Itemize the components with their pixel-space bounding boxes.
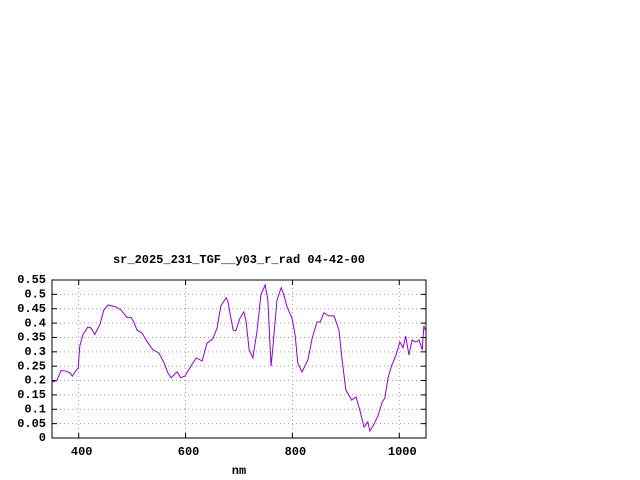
y-tick-label: 0.2 [24,374,46,388]
data-line [51,283,427,433]
y-tick-label: 0.05 [17,417,46,431]
y-tick-label: 0.5 [24,288,46,302]
x-tick-label: 800 [285,445,307,459]
y-tick-label: 0.1 [24,402,46,416]
x-tick-label: 1000 [388,445,417,459]
y-tick-label: 0.25 [17,359,46,373]
chart-title: sr_2025_231_TGF__y03_r_rad 04-42-00 [113,253,365,267]
plot-frame [51,279,427,439]
y-tick-label: 0.45 [17,302,46,316]
y-tick-label: 0.3 [24,345,46,359]
x-axis-label: nm [232,464,246,478]
y-tick-label: 0.35 [17,331,46,345]
y-tick-label: 0.55 [17,273,46,287]
y-tick-label: 0 [39,431,46,445]
y-tick-label: 0.4 [24,316,46,330]
y-tick-label: 0.15 [17,388,46,402]
x-tick-label: 400 [71,445,93,459]
x-tick-label: 600 [178,445,200,459]
